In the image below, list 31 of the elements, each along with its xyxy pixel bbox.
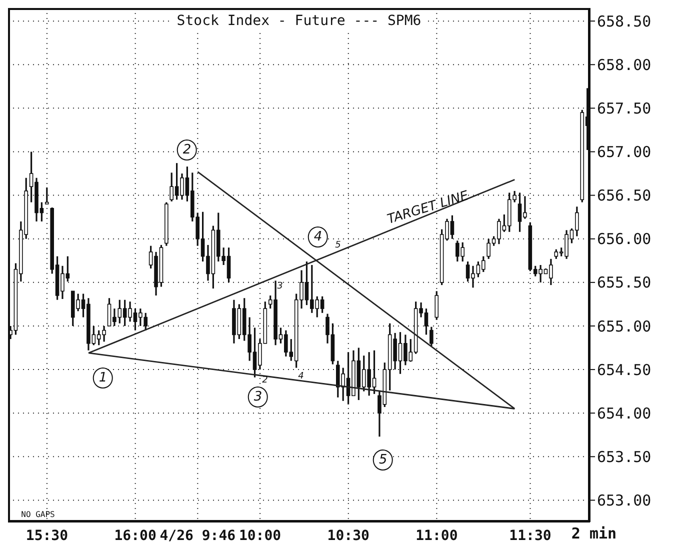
y-tick-label: 653.50 xyxy=(597,448,652,466)
annotation: 5 xyxy=(335,240,341,250)
y-tick-label: 657.00 xyxy=(597,143,652,162)
y-tick-label: 654.50 xyxy=(597,360,652,379)
y-tick-label: 654.00 xyxy=(597,404,652,422)
chart-title: Stock Index - Future --- SPM6 xyxy=(172,13,426,29)
x-tick-label: 16:00 xyxy=(114,528,156,544)
x-tick-label: 4/26 9:46 xyxy=(160,528,236,544)
annotation: 3 xyxy=(277,282,283,292)
x-tick-label: 15:30 xyxy=(26,528,68,544)
text: 2 min xyxy=(571,524,617,542)
annotation: 4 xyxy=(308,226,328,248)
annotation: NO GAPS xyxy=(21,510,55,519)
y-tick-label: 656.00 xyxy=(597,230,652,248)
x-tick-label: 11:30 xyxy=(509,528,552,544)
annotation: 1 xyxy=(92,368,114,388)
x-tick-label: 10:30 xyxy=(327,528,370,544)
annotation: 2 xyxy=(262,376,268,386)
annotation: 5 xyxy=(372,450,394,470)
x-tick-label: 11:00 xyxy=(416,528,458,544)
y-tick-label: 655.00 xyxy=(597,317,652,336)
annotation: 3 xyxy=(248,386,268,408)
x-tick-label: 10:00 xyxy=(238,528,282,544)
y-tick-label: 658.50 xyxy=(597,12,652,30)
y-tick-label: 653.00 xyxy=(597,492,652,510)
annotation: 2 xyxy=(176,140,198,160)
y-tick-label: 656.50 xyxy=(597,186,652,205)
y-tick-label: 655.50 xyxy=(597,274,652,292)
y-tick-label: 658.00 xyxy=(597,56,652,74)
annotation: 4 xyxy=(298,372,304,382)
y-tick-label: 657.50 xyxy=(597,100,652,118)
